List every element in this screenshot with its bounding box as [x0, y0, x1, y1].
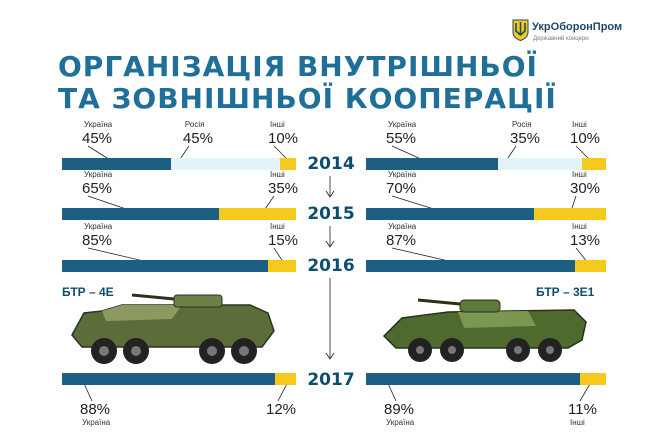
bar-segment-ukraine — [62, 373, 275, 385]
bar-segment-other — [219, 208, 304, 220]
bar-2014 — [366, 158, 606, 170]
year-2016: 2016 — [296, 256, 366, 276]
segment-label: Україна — [386, 418, 415, 427]
segment-pct: 55% — [386, 130, 417, 147]
bar-segment-other — [574, 260, 606, 272]
bar-segment-ukraine — [62, 260, 268, 272]
bar-segment-ukraine — [366, 260, 575, 272]
bar-segment-other — [579, 373, 606, 385]
vehicle-name-right: БТР – 3Е1 — [536, 285, 595, 299]
timeline-arrows — [325, 176, 335, 360]
vehicle-name-left: БТР – 4Е — [62, 285, 114, 299]
segment-label: Інші — [270, 222, 285, 231]
brand-subtitle: Державний концерн — [533, 36, 589, 42]
segment-pct: 65% — [82, 180, 113, 197]
segment-pct: 30% — [570, 180, 601, 197]
trident-shield-icon — [512, 19, 529, 41]
bar-segment-ukraine — [366, 373, 580, 385]
segment-label: Україна — [388, 120, 417, 129]
btr-3e1-vehicle-icon — [382, 298, 587, 362]
ukroboronprom-logo: УкрОборонПром Державний концерн — [512, 19, 630, 55]
segment-label: Росія — [512, 120, 532, 129]
bar-segment-ukraine — [62, 208, 220, 220]
year-2014: 2014 — [296, 154, 366, 174]
segment-pct: 70% — [386, 180, 417, 197]
year-2017: 2017 — [296, 370, 366, 390]
segment-label: Росія — [184, 120, 205, 129]
segment-pct: 13% — [570, 232, 601, 249]
segment-pct: 11% — [568, 401, 597, 418]
bar-2017 — [62, 373, 304, 385]
segment-pct: 45% — [82, 130, 113, 147]
btr-4e-vehicle-icon — [71, 293, 275, 364]
segment-label: Україна — [388, 222, 417, 231]
page-title-line2: ТА ЗОВНІШНЬОЇ КООПЕРАЦІЇ — [58, 82, 557, 115]
bar-2016 — [62, 260, 304, 272]
segment-pct: 89% — [384, 401, 415, 418]
segment-label: Інші — [572, 222, 587, 231]
bar-segment-other — [534, 208, 606, 220]
segment-label: Інші — [270, 120, 285, 129]
segment-label: Україна — [82, 418, 111, 427]
page-title-line1: ОРГАНІЗАЦІЯ ВНУТРІШНЬОЇ — [58, 50, 538, 83]
bar-segment-ukraine — [62, 158, 171, 170]
segment-label: Інші — [570, 418, 585, 427]
segment-label: Україна — [84, 222, 113, 231]
bar-2014 — [62, 158, 304, 170]
segment-pct: 87% — [386, 232, 417, 249]
bar-2015 — [62, 208, 304, 220]
bar-segment-russia — [498, 158, 582, 170]
brand-name: УкрОборонПром — [532, 21, 623, 33]
bar-2016 — [366, 260, 606, 272]
bar-2015 — [366, 208, 606, 220]
segment-label: Інші — [572, 120, 587, 129]
segment-pct: 45% — [182, 130, 213, 147]
segment-label: Інші — [572, 170, 587, 179]
segment-label: Україна — [84, 170, 113, 179]
segment-pct: 88% — [80, 401, 111, 418]
segment-pct: 85% — [82, 232, 113, 249]
segment-label: Україна — [388, 170, 417, 179]
bar-segment-ukraine — [366, 208, 534, 220]
segment-pct: 10% — [268, 130, 299, 147]
bar-segment-russia — [170, 158, 280, 170]
segment-pct: 35% — [510, 130, 541, 147]
segment-pct: 15% — [268, 232, 299, 249]
bar-2017 — [366, 373, 606, 385]
bar-segment-ukraine — [366, 158, 498, 170]
year-2015: 2015 — [296, 204, 366, 224]
bar-segment-other — [267, 260, 304, 272]
bar-segment-other — [582, 158, 606, 170]
segment-label: Україна — [84, 120, 113, 129]
segment-pct: 35% — [268, 180, 299, 197]
segment-pct: 12% — [266, 401, 297, 418]
segment-pct: 10% — [570, 130, 601, 147]
segment-label: Інші — [270, 170, 285, 179]
